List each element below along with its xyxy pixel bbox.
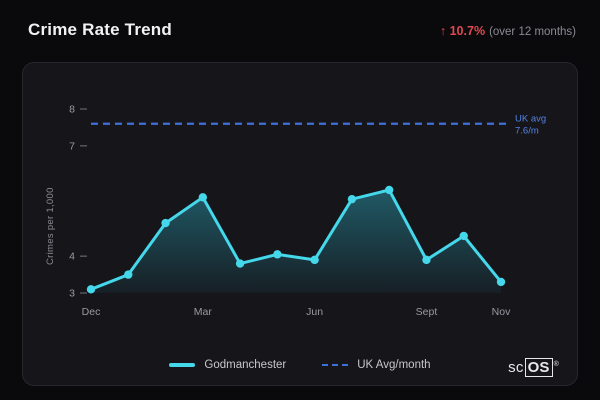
legend-item-godmanchester[interactable]: Godmanchester	[169, 359, 286, 371]
uk-avg-annotation-line2: 7.6/m	[515, 126, 539, 137]
header: Crime Rate Trend ↑ 10.7% (over 12 months)	[28, 20, 576, 40]
registered-mark: ®	[553, 361, 559, 368]
x-tick-label: Sept	[416, 306, 438, 318]
data-point[interactable]	[459, 231, 468, 241]
legend-item-uk-avg[interactable]: UK Avg/month	[322, 359, 431, 371]
data-point[interactable]	[496, 277, 506, 287]
data-point[interactable]	[198, 193, 208, 202]
x-tick-label: Nov	[492, 306, 511, 318]
x-tick-label: Jun	[306, 306, 323, 318]
logo-boxed-text: OS	[524, 358, 553, 377]
dashed-line-swatch	[322, 364, 349, 366]
data-point[interactable]	[235, 259, 245, 268]
y-tick-label: 4	[69, 251, 75, 263]
legend: Godmanchester UK Avg/month	[23, 359, 577, 371]
logo-prefix: sc	[508, 359, 524, 376]
data-point[interactable]	[422, 255, 431, 265]
page-title: Crime Rate Trend	[28, 20, 172, 39]
y-tick-label: 8	[69, 104, 75, 116]
y-tick-label: 7	[69, 140, 75, 152]
up-arrow-icon: ↑	[439, 24, 447, 38]
data-point[interactable]	[86, 285, 96, 294]
solid-line-swatch	[169, 363, 196, 367]
legend-label-uk-avg: UK Avg/month	[357, 359, 431, 371]
trend-delta: ↑ 10.7% (over 12 months)	[440, 22, 576, 40]
chart-card: Crimes per 1,000 3 4 7 8 Dec Mar Jun Sept Nov UK …	[22, 62, 578, 386]
y-tick-label: 3	[69, 288, 75, 300]
trend-line	[89, 188, 503, 291]
x-tick-label: Mar	[194, 306, 213, 318]
area-fill	[91, 189, 501, 293]
data-point[interactable]	[347, 194, 357, 204]
trend-delta-caption: (over 12 months)	[489, 26, 576, 38]
data-point[interactable]	[310, 255, 319, 265]
uk-avg-annotation-line1: UK avg	[515, 114, 546, 125]
scos-logo: sc OS ®	[508, 358, 559, 377]
data-point[interactable]	[384, 185, 394, 195]
x-tick-label: Dec	[82, 306, 101, 318]
data-point[interactable]	[161, 218, 170, 228]
legend-label-godmanchester: Godmanchester	[204, 359, 287, 371]
data-point[interactable]	[124, 270, 133, 279]
data-point[interactable]	[273, 250, 282, 259]
trend-delta-value: ↑ 10.7%	[439, 24, 486, 38]
